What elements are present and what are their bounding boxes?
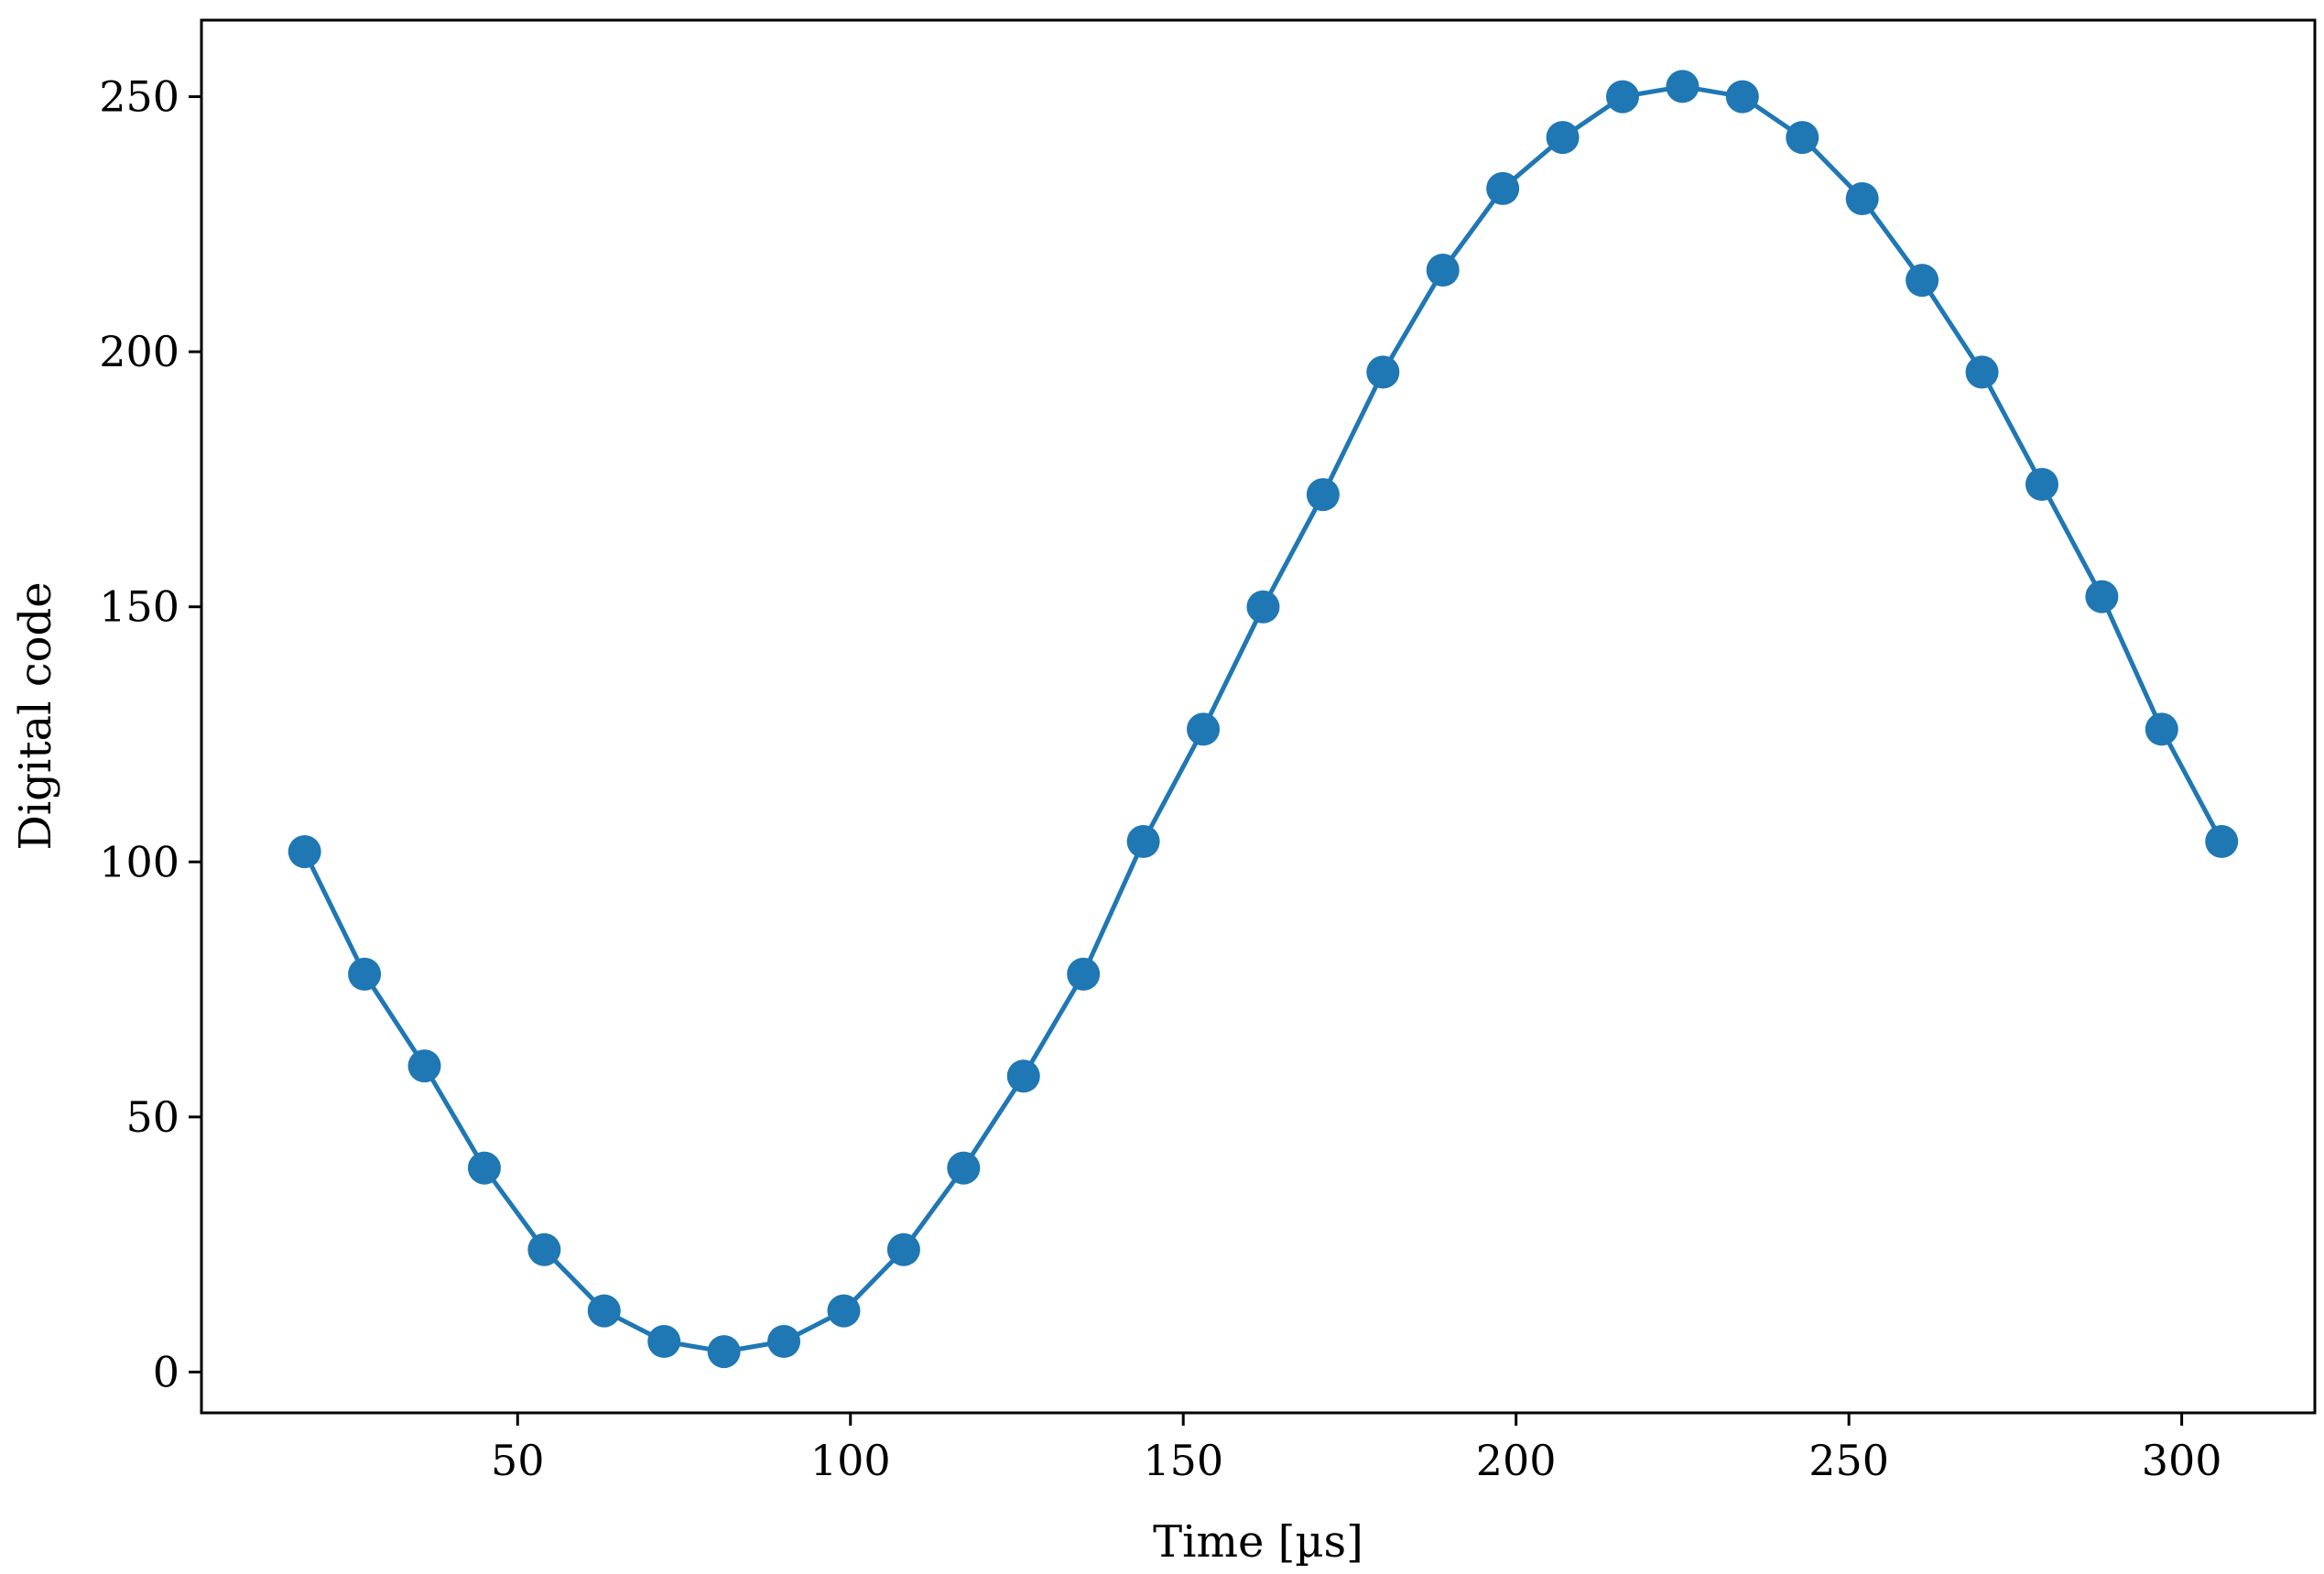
data-point	[1786, 121, 1819, 155]
data-point	[2085, 580, 2119, 613]
data-point	[2025, 468, 2058, 501]
data-point	[1366, 355, 1400, 389]
data-point	[827, 1294, 861, 1328]
data-point	[886, 1232, 920, 1266]
y-axis-label: Digital code	[10, 581, 61, 850]
data-point	[2205, 825, 2239, 858]
data-point	[1486, 171, 1520, 205]
data-point	[407, 1049, 441, 1083]
data-point	[587, 1294, 621, 1328]
plot-marks	[288, 70, 2239, 1369]
data-point	[647, 1325, 681, 1358]
data-point	[2145, 712, 2178, 746]
data-point	[707, 1335, 741, 1369]
data-point	[1965, 355, 1999, 389]
plot-frame	[200, 18, 2317, 1415]
x-tick-label: 100	[810, 1436, 891, 1485]
data-point	[1187, 712, 1221, 746]
data-point	[1725, 80, 1759, 114]
x-tick-label: 50	[491, 1436, 545, 1485]
x-tick-label: 250	[1808, 1436, 1889, 1485]
data-point	[1126, 825, 1160, 858]
data-point	[1605, 80, 1639, 114]
data-point	[1306, 478, 1340, 512]
data-point	[1845, 182, 1879, 215]
data-point	[1246, 590, 1280, 624]
data-point	[1067, 957, 1101, 991]
x-tick-label: 300	[2142, 1436, 2222, 1485]
x-axis-ticks: 50 100 150 200 250 300	[491, 1413, 2222, 1485]
y-axis-ticks: 0 50 100 150 200 250	[99, 72, 201, 1396]
data-point	[1666, 70, 1700, 103]
x-tick-label: 200	[1476, 1436, 1557, 1485]
y-tick-label: 0	[153, 1347, 179, 1396]
data-point	[467, 1151, 501, 1185]
data-point	[527, 1232, 561, 1266]
x-tick-label: 150	[1143, 1436, 1223, 1485]
data-point	[947, 1151, 981, 1185]
data-point	[348, 957, 382, 991]
y-tick-label: 250	[99, 72, 179, 122]
y-tick-label: 200	[99, 327, 179, 376]
data-point	[1546, 121, 1580, 155]
data-point	[1006, 1059, 1040, 1093]
data-point	[1906, 264, 1939, 298]
data-point	[1426, 254, 1460, 287]
y-tick-label: 150	[99, 582, 179, 632]
data-point	[288, 835, 321, 869]
data-point	[767, 1325, 801, 1358]
y-tick-label: 100	[99, 837, 179, 886]
x-axis-label: Time [µs]	[1153, 1516, 1363, 1568]
y-tick-label: 50	[125, 1092, 179, 1142]
